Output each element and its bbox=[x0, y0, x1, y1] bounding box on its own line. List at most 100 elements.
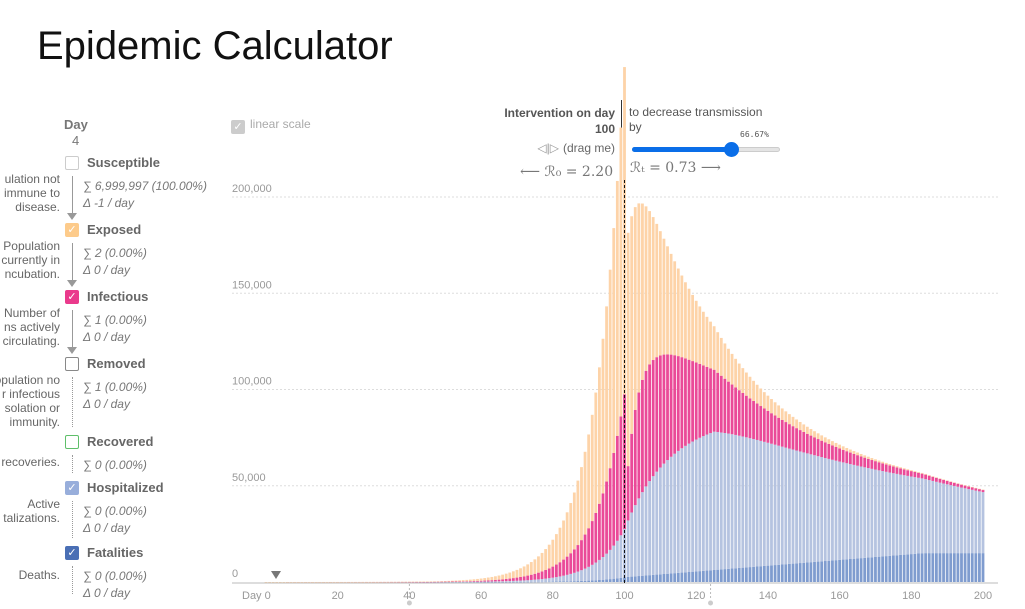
desc-line: disease. bbox=[15, 200, 60, 214]
bar-segment bbox=[576, 571, 580, 582]
bar-segment bbox=[529, 562, 533, 575]
checkbox-exposed[interactable]: ✓ bbox=[65, 223, 79, 237]
bar-segment bbox=[981, 492, 985, 554]
flow-line bbox=[72, 455, 73, 473]
bar-segment bbox=[601, 579, 605, 582]
bar-segment bbox=[741, 368, 745, 393]
bar-segment bbox=[770, 443, 773, 566]
bar-segment bbox=[888, 464, 892, 466]
bar-segment bbox=[694, 300, 698, 363]
compartment-desc-infectious: Number of ns actively circulating. bbox=[3, 306, 60, 348]
bar-segment bbox=[540, 581, 544, 583]
bar-segment bbox=[938, 478, 942, 479]
bar-segment bbox=[551, 566, 555, 578]
bar-segment bbox=[809, 435, 813, 455]
bar-segment bbox=[780, 408, 784, 420]
bar-segment bbox=[580, 580, 583, 582]
compartment-label-infectious[interactable]: Infectious bbox=[87, 289, 149, 304]
bar-segment bbox=[612, 578, 616, 582]
bar-segment bbox=[795, 419, 798, 429]
bar-segment bbox=[945, 480, 949, 485]
bar-segment bbox=[669, 573, 673, 582]
bar-segment bbox=[684, 358, 687, 446]
bar-segment bbox=[956, 483, 960, 484]
bar-segment bbox=[802, 452, 806, 563]
bar-segment bbox=[888, 465, 892, 473]
bar-segment bbox=[684, 282, 687, 359]
compartment-label-susceptible[interactable]: Susceptible bbox=[87, 155, 160, 170]
bar-segment bbox=[967, 486, 971, 487]
bar-segment bbox=[949, 481, 953, 482]
bar-segment bbox=[777, 405, 781, 418]
bar-segment bbox=[673, 573, 677, 582]
bar-segment bbox=[762, 392, 766, 409]
linear-scale-label: linear scale bbox=[250, 117, 311, 131]
drag-handle[interactable]: ◁|▷ (drag me) bbox=[525, 141, 615, 155]
bar-segment bbox=[537, 556, 540, 573]
bar-segment bbox=[881, 556, 885, 582]
checkbox-infectious[interactable]: ✓ bbox=[65, 290, 79, 304]
linear-scale-toggle[interactable]: ✓ linear scale bbox=[231, 117, 311, 134]
stat-line: Δ -1 / day bbox=[83, 196, 134, 210]
bar-segment bbox=[827, 439, 831, 444]
bar-segment bbox=[465, 581, 469, 582]
slider-thumb[interactable] bbox=[723, 142, 739, 157]
bar-segment bbox=[737, 567, 741, 582]
bar-segment bbox=[533, 579, 537, 582]
bar-segment bbox=[759, 388, 763, 407]
bar-segment bbox=[522, 580, 526, 582]
bar-segment bbox=[666, 354, 669, 461]
bar-segment bbox=[562, 575, 565, 582]
bar-segment bbox=[687, 288, 691, 360]
bar-segment bbox=[687, 571, 691, 582]
bar-segment bbox=[694, 571, 698, 582]
bar-segment bbox=[788, 424, 791, 449]
bar-segment bbox=[874, 469, 877, 557]
bar-segment bbox=[744, 395, 748, 438]
checkbox-removed[interactable] bbox=[65, 357, 79, 371]
bar-segment bbox=[848, 558, 852, 582]
bar-segment bbox=[866, 456, 870, 459]
bar-segment bbox=[676, 450, 680, 573]
compartment-label-hospitalized[interactable]: Hospitalized bbox=[87, 480, 164, 495]
checkbox-fatalities[interactable]: ✓ bbox=[65, 546, 79, 560]
bar-segment bbox=[906, 475, 910, 555]
bar-segment bbox=[644, 486, 648, 576]
bar-segment bbox=[515, 581, 519, 583]
bar-segment bbox=[845, 451, 849, 464]
bar-segment bbox=[727, 381, 730, 434]
compartment-label-removed[interactable]: Removed bbox=[87, 356, 146, 371]
bar-segment bbox=[831, 445, 834, 460]
checkbox-hospitalized[interactable]: ✓ bbox=[65, 481, 79, 495]
intervention-day-label[interactable]: Intervention on day 100 bbox=[480, 105, 615, 137]
bar-segment bbox=[379, 581, 383, 583]
bar-segment bbox=[780, 564, 784, 582]
bar-segment bbox=[655, 471, 659, 575]
bar-segment bbox=[307, 581, 311, 583]
bar-segment bbox=[963, 485, 967, 489]
bar-segment bbox=[752, 439, 755, 567]
desc-line: ns actively bbox=[3, 320, 60, 334]
compartment-label-fatalities[interactable]: Fatalities bbox=[87, 545, 144, 560]
bar-segment bbox=[960, 553, 963, 582]
bar-segment bbox=[472, 581, 476, 583]
bar-segment bbox=[770, 399, 773, 414]
bar-segment bbox=[565, 574, 569, 582]
bar-segment bbox=[558, 562, 562, 577]
transmission-slider[interactable] bbox=[632, 142, 780, 157]
bar-segment bbox=[390, 581, 393, 583]
compartment-label-exposed[interactable]: Exposed bbox=[87, 222, 142, 237]
bar-segment bbox=[716, 569, 720, 582]
bar-segment bbox=[630, 576, 634, 582]
y-tick-label: 0 bbox=[232, 568, 238, 580]
bar-segment bbox=[838, 461, 841, 560]
decrease-label: to decrease transmission by bbox=[629, 105, 762, 135]
bar-segment bbox=[888, 472, 892, 556]
linear-scale-checkbox[interactable]: ✓ bbox=[231, 120, 245, 134]
bar-segment bbox=[547, 581, 551, 583]
checkbox-susceptible[interactable] bbox=[65, 156, 79, 170]
checkbox-recovered[interactable] bbox=[65, 435, 79, 449]
bar-segment bbox=[866, 458, 870, 469]
compartment-label-recovered[interactable]: Recovered bbox=[87, 434, 154, 449]
